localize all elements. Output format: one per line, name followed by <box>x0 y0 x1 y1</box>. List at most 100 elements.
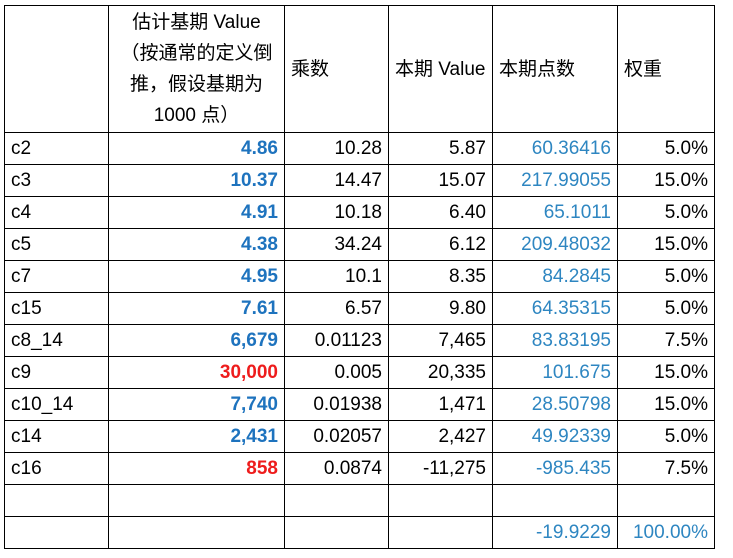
table-row: c3 10.37 14.47 15.07 217.99055 15.0% <box>4 164 715 197</box>
cell-current-points: -19.9229 <box>492 516 618 549</box>
cell-weight: 15.0% <box>617 388 715 421</box>
cell-name: c5 <box>4 228 109 261</box>
cell-base-value: 6,679 <box>108 324 285 357</box>
cell-multiplier: 6.57 <box>284 292 389 325</box>
header-base-value: 估计基期 Value（按通常的定义倒推，假设基期为 1000 点） <box>108 5 285 133</box>
table-row: c2 4.86 10.28 5.87 60.36416 5.0% <box>4 132 715 165</box>
index-table: 估计基期 Value（按通常的定义倒推，假设基期为 1000 点） 乘数 本期 … <box>4 5 715 549</box>
table-body: c2 4.86 10.28 5.87 60.36416 5.0% c3 10.37 14.47 1… <box>4 132 715 549</box>
cell-current-value <box>388 516 493 549</box>
cell-current-points: 101.675 <box>492 356 618 389</box>
cell-current-points: 64.35315 <box>492 292 618 325</box>
cell-weight: 15.0% <box>617 228 715 261</box>
table-row <box>4 484 715 517</box>
cell-current-points <box>492 484 618 517</box>
cell-weight: 5.0% <box>617 132 715 165</box>
cell-current-points: 217.99055 <box>492 164 618 197</box>
cell-current-value: 1,471 <box>388 388 493 421</box>
cell-current-points: 28.50798 <box>492 388 618 421</box>
cell-weight: 5.0% <box>617 292 715 325</box>
cell-name: c9 <box>4 356 109 389</box>
cell-current-points: 84.2845 <box>492 260 618 293</box>
cell-base-value: 30,000 <box>108 356 285 389</box>
cell-weight: 7.5% <box>617 324 715 357</box>
header-blank <box>4 5 109 133</box>
cell-base-value: 10.37 <box>108 164 285 197</box>
cell-base-value: 4.38 <box>108 228 285 261</box>
cell-name: c7 <box>4 260 109 293</box>
cell-base-value: 7.61 <box>108 292 285 325</box>
cell-multiplier: 0.01123 <box>284 324 389 357</box>
cell-weight <box>617 484 715 517</box>
cell-multiplier: 34.24 <box>284 228 389 261</box>
cell-multiplier: 10.1 <box>284 260 389 293</box>
cell-multiplier <box>284 516 389 549</box>
cell-current-value: 9.80 <box>388 292 493 325</box>
table-row: c4 4.91 10.18 6.40 65.1011 5.0% <box>4 196 715 229</box>
cell-current-value: 6.40 <box>388 196 493 229</box>
cell-current-points: -985.435 <box>492 452 618 485</box>
cell-name <box>4 484 109 517</box>
table-row: c5 4.38 34.24 6.12 209.48032 15.0% <box>4 228 715 261</box>
cell-current-value: 5.87 <box>388 132 493 165</box>
cell-name: c14 <box>4 420 109 453</box>
cell-multiplier: 10.28 <box>284 132 389 165</box>
cell-name: c16 <box>4 452 109 485</box>
table-row: -19.9229 100.00% <box>4 516 715 549</box>
cell-name: c10_14 <box>4 388 109 421</box>
cell-current-points: 83.83195 <box>492 324 618 357</box>
cell-multiplier: 0.0874 <box>284 452 389 485</box>
cell-current-value: 7,465 <box>388 324 493 357</box>
table-row: c7 4.95 10.1 8.35 84.2845 5.0% <box>4 260 715 293</box>
cell-multiplier: 0.02057 <box>284 420 389 453</box>
cell-base-value: 4.91 <box>108 196 285 229</box>
cell-multiplier: 10.18 <box>284 196 389 229</box>
cell-weight: 15.0% <box>617 164 715 197</box>
cell-name: c8_14 <box>4 324 109 357</box>
cell-current-points: 209.48032 <box>492 228 618 261</box>
table-row: c8_14 6,679 0.01123 7,465 83.83195 7.5% <box>4 324 715 357</box>
cell-multiplier: 14.47 <box>284 164 389 197</box>
table-row: c16 858 0.0874 -11,275 -985.435 7.5% <box>4 452 715 485</box>
cell-base-value: 4.95 <box>108 260 285 293</box>
cell-multiplier <box>284 484 389 517</box>
cell-name: c3 <box>4 164 109 197</box>
cell-weight: 15.0% <box>617 356 715 389</box>
cell-weight: 100.00% <box>617 516 715 549</box>
cell-weight: 5.0% <box>617 420 715 453</box>
cell-base-value <box>108 484 285 517</box>
cell-base-value <box>108 516 285 549</box>
cell-base-value: 4.86 <box>108 132 285 165</box>
cell-name: c15 <box>4 292 109 325</box>
cell-current-value <box>388 484 493 517</box>
table-row: c15 7.61 6.57 9.80 64.35315 5.0% <box>4 292 715 325</box>
table-row: c9 30,000 0.005 20,335 101.675 15.0% <box>4 356 715 389</box>
cell-current-points: 60.36416 <box>492 132 618 165</box>
cell-current-value: 2,427 <box>388 420 493 453</box>
cell-base-value: 2,431 <box>108 420 285 453</box>
header-multiplier: 乘数 <box>284 5 389 133</box>
cell-weight: 5.0% <box>617 260 715 293</box>
cell-multiplier: 0.005 <box>284 356 389 389</box>
cell-base-value: 7,740 <box>108 388 285 421</box>
cell-current-points: 65.1011 <box>492 196 618 229</box>
cell-name: c4 <box>4 196 109 229</box>
header-current-value: 本期 Value <box>388 5 493 133</box>
cell-name: c2 <box>4 132 109 165</box>
cell-base-value: 858 <box>108 452 285 485</box>
cell-name <box>4 516 109 549</box>
cell-current-value: -11,275 <box>388 452 493 485</box>
cell-current-value: 20,335 <box>388 356 493 389</box>
cell-current-points: 49.92339 <box>492 420 618 453</box>
cell-weight: 7.5% <box>617 452 715 485</box>
cell-multiplier: 0.01938 <box>284 388 389 421</box>
header-weight: 权重 <box>617 5 715 133</box>
header-row: 估计基期 Value（按通常的定义倒推，假设基期为 1000 点） 乘数 本期 … <box>4 5 715 133</box>
cell-current-value: 15.07 <box>388 164 493 197</box>
table-row: c14 2,431 0.02057 2,427 49.92339 5.0% <box>4 420 715 453</box>
header-current-points: 本期点数 <box>492 5 618 133</box>
table-row: c10_14 7,740 0.01938 1,471 28.50798 15.0% <box>4 388 715 421</box>
cell-current-value: 6.12 <box>388 228 493 261</box>
cell-weight: 5.0% <box>617 196 715 229</box>
cell-current-value: 8.35 <box>388 260 493 293</box>
